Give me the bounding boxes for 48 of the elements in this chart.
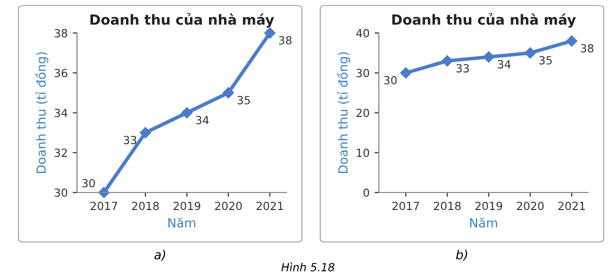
data-label: 38 — [279, 36, 292, 45]
x-tick-label: 2019 — [475, 202, 502, 210]
data-label: 34 — [196, 116, 209, 124]
y-tick-label: 34 — [54, 108, 68, 118]
data-label: 30 — [82, 178, 95, 188]
x-tick-label: 2018 — [132, 202, 159, 210]
y-tick-label: 32 — [54, 148, 67, 158]
data-label: 33 — [456, 64, 469, 72]
text: Hình 5.18 — [281, 262, 334, 272]
x-tick-label: 2017 — [392, 202, 419, 210]
y-tick-label: 40 — [356, 28, 370, 38]
point — [400, 67, 412, 78]
y-tick-label: 30 — [54, 188, 68, 197]
data-label: 35 — [539, 56, 552, 64]
x-tick-label: 2021 — [558, 202, 585, 210]
chart-title: Doanh thu của nhà máy — [90, 12, 274, 28]
point — [566, 35, 578, 47]
x-tick-label: 2019 — [174, 202, 200, 210]
x-tick-label: 2017 — [90, 202, 118, 210]
data-label: 33 — [124, 136, 136, 144]
text: a) — [154, 250, 166, 261]
y-tick-label: 30 — [356, 68, 370, 78]
x-tick-label: 2018 — [434, 202, 461, 210]
y-tick-label: 36 — [54, 68, 68, 78]
data-label: 34 — [498, 60, 511, 68]
chart-title: Doanh thu của nhà máy — [392, 12, 576, 28]
point — [140, 127, 152, 138]
x-axis-title: Năm — [470, 218, 498, 228]
x-tick-label: 2020 — [516, 202, 544, 210]
y-axis-title: Doanh thu (tỉ đồng) — [336, 52, 350, 174]
y-tick-label: 38 — [54, 28, 68, 38]
x-tick-label: 2020 — [215, 202, 242, 210]
data-label: 38 — [580, 44, 594, 53]
point — [264, 27, 276, 39]
point — [222, 87, 234, 98]
y-tick-label: 20 — [356, 108, 370, 118]
x-axis-title: Năm — [168, 218, 196, 228]
point — [483, 51, 494, 63]
y-tick-label: 10 — [356, 148, 370, 158]
point — [442, 55, 453, 67]
point — [181, 107, 193, 118]
text: b) — [456, 250, 468, 261]
data-label: 35 — [238, 96, 250, 104]
y-tick-label: 0 — [363, 188, 370, 197]
data-label: 30 — [384, 76, 397, 84]
point — [524, 47, 536, 59]
x-tick-label: 2021 — [256, 202, 283, 210]
y-axis-title: Doanh thu (tỉ đồng) — [35, 52, 48, 174]
